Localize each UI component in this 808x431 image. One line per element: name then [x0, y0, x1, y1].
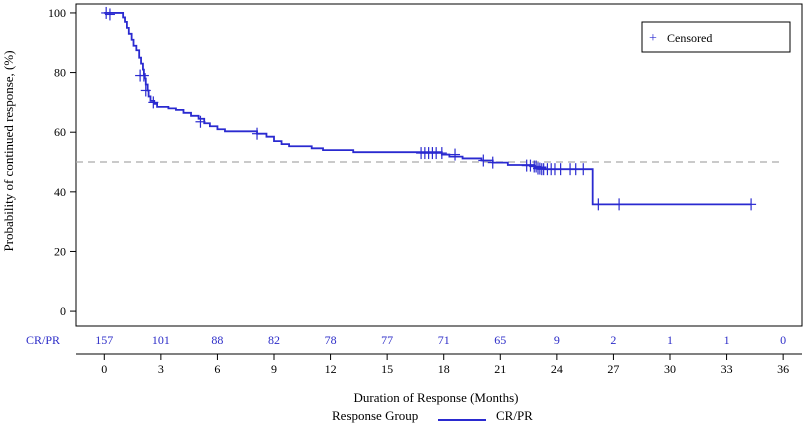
risk-count: 82: [268, 333, 280, 347]
censor-mark: [104, 8, 115, 21]
bottom-legend-series-label: CR/PR: [496, 408, 533, 423]
x-tick-label: 36: [777, 362, 789, 376]
risk-count: 2: [610, 333, 616, 347]
censor-mark: [450, 148, 461, 161]
censor-mark: [578, 163, 589, 176]
bottom-legend: Response Group CR/PR: [332, 408, 533, 423]
x-tick-label: 15: [381, 362, 393, 376]
y-tick-label: 60: [54, 125, 66, 139]
x-tick-label: 21: [494, 362, 506, 376]
series-line-cr-pr: [104, 12, 752, 206]
x-tick-label: 24: [551, 362, 563, 376]
censor-mark: [148, 96, 159, 109]
risk-table: 157 101 88 82 78 77 71 65 9 2 1 1 0: [95, 333, 786, 347]
y-axis: 0 20 40 60 80 100: [48, 6, 76, 318]
risk-count: 78: [325, 333, 337, 347]
x-tick-label: 9: [271, 362, 277, 376]
legend-censor-label: Censored: [667, 31, 712, 45]
y-tick-label: 100: [48, 6, 66, 20]
risk-count: 157: [95, 333, 113, 347]
legend-frame: [641, 21, 791, 53]
censor-mark: [478, 154, 489, 167]
censor-mark: [140, 84, 151, 97]
legend-box: + Censored: [641, 21, 791, 53]
censor-mark: [487, 156, 498, 169]
x-tick-label: 33: [721, 362, 733, 376]
risk-count: 9: [554, 333, 560, 347]
censor-mark: [555, 163, 566, 176]
risk-count: 0: [780, 333, 786, 347]
x-tick-label: 3: [158, 362, 164, 376]
x-tick-label: 12: [325, 362, 337, 376]
x-tick-label: 27: [607, 362, 619, 376]
x-tick-label: 0: [101, 362, 107, 376]
x-tick-label: 30: [664, 362, 676, 376]
y-tick-label: 40: [54, 185, 66, 199]
censor-mark: [252, 127, 263, 140]
risk-count: 77: [381, 333, 393, 347]
risk-count: 65: [494, 333, 506, 347]
censor-mark: [138, 69, 149, 82]
x-axis: 0 3 6 9 12 15 18 21 24 27 30 33 36: [101, 354, 789, 376]
y-axis-title: Probability of continued response, (%): [1, 50, 16, 251]
x-tick-label: 18: [438, 362, 450, 376]
risk-count: 101: [152, 333, 170, 347]
censor-marks: [101, 6, 757, 211]
censor-mark: [746, 198, 757, 211]
y-tick-label: 0: [60, 304, 66, 318]
y-tick-label: 20: [54, 244, 66, 258]
risk-table-row-label: CR/PR: [26, 333, 60, 347]
censor-mark: [195, 115, 206, 128]
y-tick-label: 80: [54, 66, 66, 80]
risk-count: 1: [667, 333, 673, 347]
censor-mark: [436, 147, 447, 160]
censor-mark: [593, 198, 604, 211]
censor-mark: [614, 198, 625, 211]
x-axis-title: Duration of Response (Months): [353, 390, 518, 405]
bottom-legend-title: Response Group: [332, 408, 418, 423]
risk-count: 1: [724, 333, 730, 347]
x-tick-label: 6: [214, 362, 220, 376]
risk-count: 71: [438, 333, 450, 347]
risk-count: 88: [211, 333, 223, 347]
series-layer: [104, 12, 752, 206]
legend-censor-symbol: +: [649, 31, 657, 46]
